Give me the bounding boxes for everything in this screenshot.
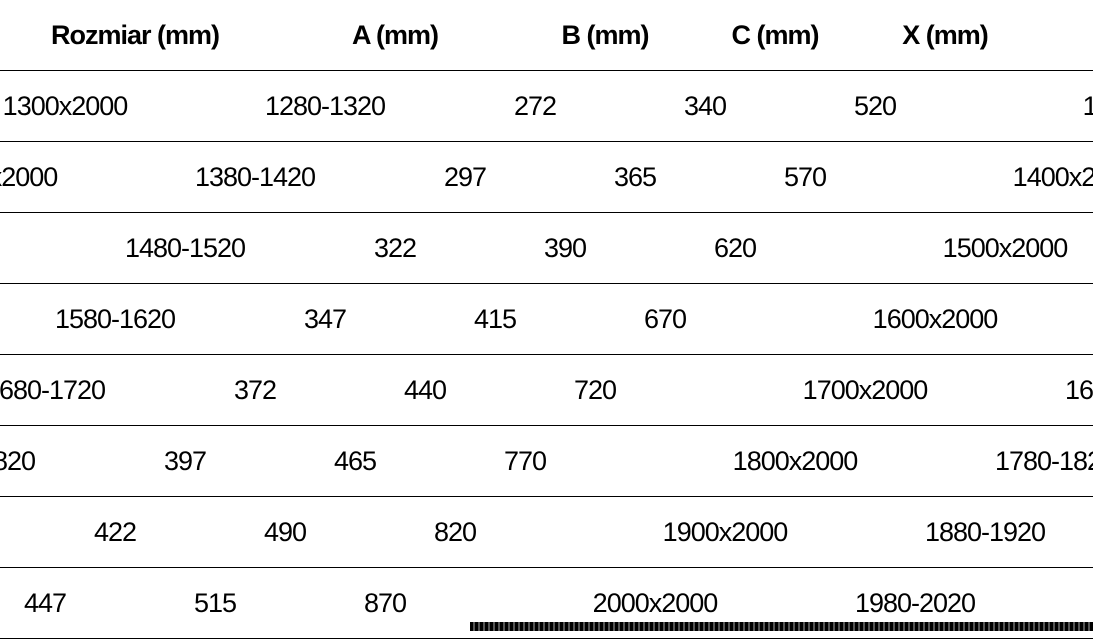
table-cell: 1580-1620 — [1070, 284, 1093, 354]
table-cell: 670 — [643, 303, 687, 334]
table-cell: 1400x2000 — [0, 161, 58, 192]
table-cell: 1980-2020 — [854, 587, 976, 618]
table-cell: 1580-1620 — [54, 303, 176, 334]
table-cell: 1480-1520 — [124, 232, 246, 263]
table-cell: 365 — [613, 161, 657, 192]
table-cell: 2000x2000 — [592, 587, 719, 618]
table-cell: 1300x2000 — [1010, 71, 1093, 141]
header-cell: X (mm) — [902, 19, 989, 50]
table-cell: 1880-1920 — [0, 497, 30, 567]
header-cell: Rozmiar (mm) — [50, 19, 220, 50]
table-cell: 1780-1820 — [0, 445, 36, 476]
table-row: 2000x20001980-20204475158702000x20001980… — [0, 568, 1093, 639]
table-cell: 422 — [93, 516, 137, 547]
table-cell: 1680-1720 — [1064, 374, 1093, 405]
table-cell: 770 — [503, 445, 547, 476]
table-cell: 1380-1420 — [194, 161, 316, 192]
table-row: 1300x20001280-13202723405201300x20001280… — [0, 71, 1093, 142]
table-cell: 272 — [513, 90, 557, 121]
table-row: 1700x20001680-17203724407201700x20001680… — [0, 355, 1093, 426]
table-cell: 1400x2000 — [1012, 161, 1093, 192]
table-cell: 390 — [543, 232, 587, 263]
table-cell: 870 — [363, 587, 407, 618]
table-cell: 297 — [443, 161, 487, 192]
table-cell: 720 — [573, 374, 617, 405]
table-row: 1600x20001580-16203474156701600x20001580… — [0, 284, 1093, 355]
table-cell: 1500x2000 — [0, 213, 60, 283]
table-cell: 620 — [713, 232, 757, 263]
table-cell: 415 — [473, 303, 517, 334]
table-cell: 1600x2000 — [872, 303, 999, 334]
table-row: 1900x20001880-19204224908201900x20001880… — [0, 497, 1093, 568]
bottom-edge — [470, 622, 1093, 631]
header-cell: Rozmiar (mm) — [1080, 0, 1093, 70]
table-cell: 397 — [163, 445, 207, 476]
header-cell: C (mm) — [731, 19, 820, 50]
table-cell: 1880-1920 — [924, 516, 1046, 547]
table-cell: 820 — [433, 516, 477, 547]
header-cell: B (mm) — [561, 19, 650, 50]
table-cell: 440 — [403, 374, 447, 405]
table-cell: 447 — [23, 587, 67, 618]
table-row: 1500x20001480-15203223906201500x20001480… — [0, 213, 1093, 284]
table-row: 1400x20001380-14202973655701400x20001380… — [0, 142, 1093, 213]
table-cell: 340 — [683, 90, 727, 121]
table-cell: 1680-1720 — [0, 374, 106, 405]
table-row: 1800x20001780-18203974657701800x20001780… — [0, 426, 1093, 497]
table-cell: 1780-1820 — [994, 445, 1093, 476]
table-cell: 1900x2000 — [662, 516, 789, 547]
table-cell: 1300x2000 — [2, 90, 129, 121]
table-cell: 372 — [233, 374, 277, 405]
table-cell: 515 — [193, 587, 237, 618]
table-cell: 570 — [783, 161, 827, 192]
table-cell: 322 — [373, 232, 417, 263]
table-cell: 1280-1320 — [264, 90, 386, 121]
table-cell: 1700x2000 — [802, 374, 929, 405]
header-cell: A (mm) — [352, 19, 439, 50]
table-header-row: Rozmiar (mm) A (mm) B (mm) C (mm) X (mm) Rozm… — [0, 0, 1093, 71]
table-cell: 490 — [263, 516, 307, 547]
table-cell: 347 — [303, 303, 347, 334]
table-cell: 1800x2000 — [732, 445, 859, 476]
table-cell: 465 — [333, 445, 377, 476]
table-cell: 1500x2000 — [942, 232, 1069, 263]
table-cell: 520 — [853, 90, 897, 121]
